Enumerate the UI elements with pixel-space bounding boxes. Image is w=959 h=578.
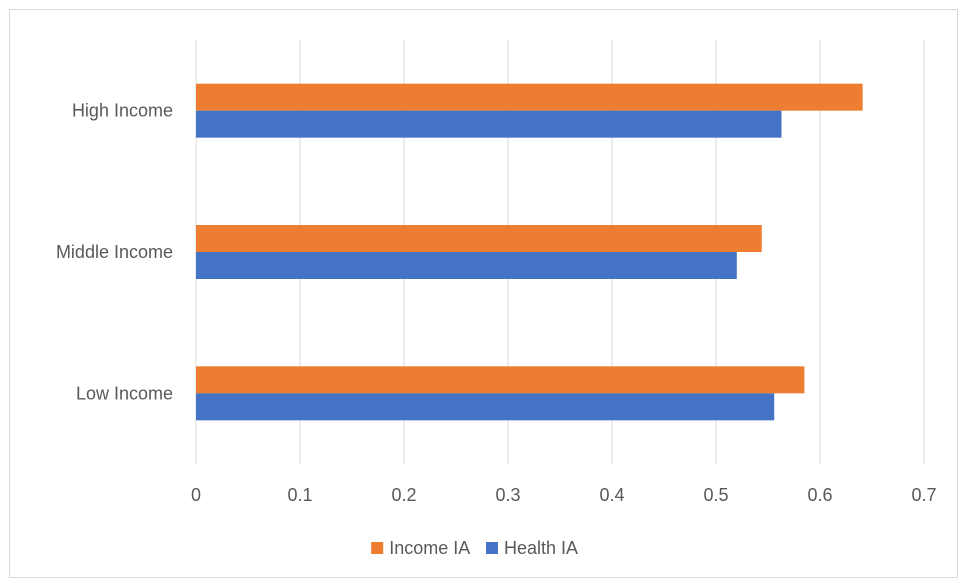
legend: Income IA Health IA	[371, 538, 578, 558]
x-tick-label: 0.1	[287, 485, 312, 505]
bar-health-ia-low-income	[196, 393, 775, 421]
category-label: Middle Income	[56, 242, 173, 262]
legend-swatch	[486, 542, 498, 554]
bar-health-ia-high-income	[196, 110, 782, 138]
x-tick-label: 0.5	[703, 485, 728, 505]
legend-label: Health IA	[504, 538, 578, 558]
x-tick-label: 0.6	[807, 485, 832, 505]
bar-income-ia-middle-income	[196, 225, 762, 252]
category-label: Low Income	[76, 383, 173, 403]
category-label: High Income	[72, 101, 173, 121]
bars	[196, 83, 863, 421]
x-tick-label: 0.4	[599, 485, 624, 505]
x-tick-label: 0.3	[495, 485, 520, 505]
x-tick-label: 0.2	[391, 485, 416, 505]
x-tick-label: 0	[191, 485, 201, 505]
legend-label: Income IA	[389, 538, 470, 558]
x-tick-labels: 0 0.1 0.2 0.3 0.4 0.5 0.6 0.7	[191, 485, 937, 505]
bar-health-ia-middle-income	[196, 252, 737, 279]
bar-income-ia-high-income	[196, 83, 863, 111]
legend-swatch	[371, 542, 384, 554]
category-labels: Low Income Middle Income High Income	[56, 101, 173, 404]
bar-income-ia-low-income	[196, 366, 805, 394]
x-tick-label: 0.7	[911, 485, 936, 505]
